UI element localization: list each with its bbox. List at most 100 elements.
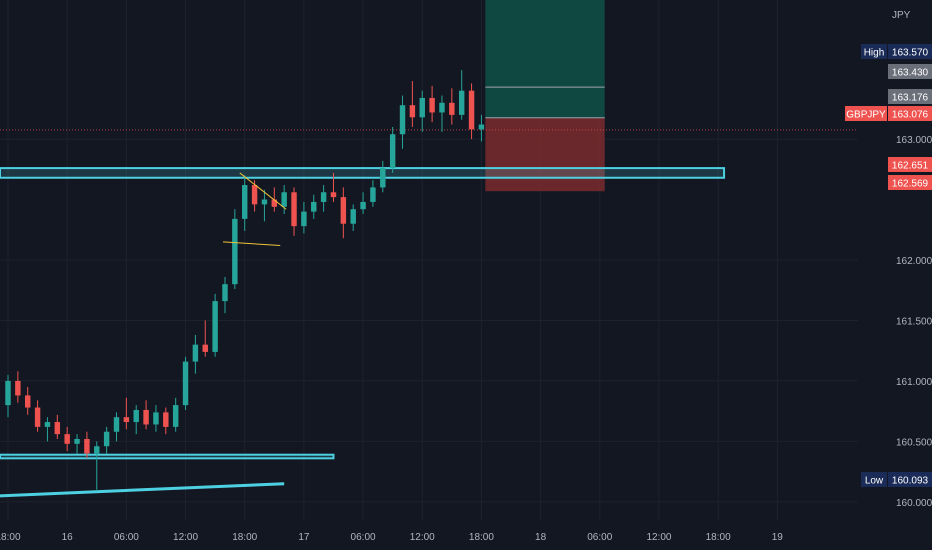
candle-body [172,405,179,427]
x-tick-label: 06:00 [351,532,376,543]
take-profit-area [485,0,605,118]
candle-body [340,197,347,224]
triangle-line-2 [222,241,281,246]
candlestick-series [5,70,485,490]
candle-body [468,90,475,130]
symbol-tag-value: 163.076 [892,110,929,121]
candle-body [429,97,435,113]
candle-body [74,438,80,444]
y-tick-label: 160.500 [896,437,932,448]
target-tag-value: 163.430 [892,68,929,79]
y-tick-label: 163.000 [896,135,932,146]
candle-body [399,105,406,135]
stop-tag-2-value: 162.569 [892,179,929,190]
candle-body [251,185,258,205]
candle-body [242,185,248,219]
stop-tag-2-value-box [888,175,932,190]
candle-body [291,192,297,227]
candle-body [64,434,70,444]
y-tick-label: 162.000 [896,256,932,267]
candle-body [15,380,21,396]
candle-body [153,412,159,425]
candle-body [320,192,327,202]
price-tags: 163.570 High 163.430 163.176 163.076 GBPJPY 16… [845,44,932,487]
x-tick-label: 18:00 [232,532,257,543]
candle-body [350,209,356,224]
y-tick-label: 161.500 [896,316,932,327]
stop-tag-1-value-box [888,157,932,172]
entry-tag-value-box [888,89,932,104]
candle-body [409,105,416,118]
candle-body [25,395,31,408]
symbol-tag-label: GBPJPY [846,110,886,121]
candle-body [311,201,317,212]
x-tick-label: 06:00 [587,532,612,543]
drawing-zones[interactable] [0,167,726,460]
high-tag-value: 163.570 [892,48,929,59]
candle-body [103,431,110,447]
candle-body [360,201,366,210]
candle-body [212,301,218,352]
candle-body [94,446,100,454]
candle-body [261,199,268,205]
x-tick-label: 19 [772,532,784,543]
grid-lines [0,0,858,520]
x-tick-label: 18:00 [706,532,731,543]
candle-body [84,438,90,454]
low-tag-label-box [861,472,887,487]
candle-body [123,417,130,423]
candle-body [54,422,61,435]
x-tick-label: 16 [62,532,74,543]
support-trendline [0,482,285,498]
stop-tag-1-value: 162.651 [892,161,929,172]
candle-body [301,211,307,227]
x-tick-label: 06:00 [114,532,139,543]
currency-label: JPY [892,10,911,21]
candle-body [370,187,376,202]
candle-body [330,192,337,198]
drawing-lines[interactable] [0,172,287,498]
symbol-tag-value-box [888,106,932,121]
time-axis[interactable]: 18:00 16 06:00 12:00 18:00 17 06:00 12:00 18:00 1… [0,532,783,543]
x-tick-label: 18:00 [0,532,21,543]
candle-body [163,412,169,427]
candle-body [192,344,199,362]
candle-body [44,422,51,427]
x-tick-label: 12:00 [410,532,435,543]
candle-body [222,284,228,302]
x-tick-label: 12:00 [646,532,671,543]
stop-loss-area [485,117,605,192]
price-axis[interactable]: JPY 160.000 160.500 161.000 161.500 162.000 1… [892,10,932,509]
support-zone [0,453,335,460]
x-tick-label: 18 [535,532,547,543]
candle-body [5,380,11,406]
resistance-zone [0,167,726,179]
high-tag-value-box [888,44,932,59]
candle-body [271,199,278,207]
x-tick-label: 18:00 [469,532,494,543]
candle-body [478,124,485,130]
candle-body [113,417,120,432]
high-tag-label-box [861,44,887,59]
symbol-tag-label-box [845,106,887,121]
candle-body [380,168,386,188]
candle-body [143,409,149,425]
candle-body [133,409,139,423]
candle-body [281,192,287,207]
candle-body [34,407,41,427]
low-tag-value-box [888,472,932,487]
candle-body [182,361,189,406]
candle-body [232,218,238,285]
candle-body [458,90,465,115]
entry-tag-value: 163.176 [892,93,929,104]
low-tag-value: 160.093 [892,476,929,487]
low-tag-label: Low [865,476,884,487]
long-position-tool[interactable] [0,0,858,192]
candle-body [389,134,396,169]
target-tag-value-box [888,64,932,79]
high-tag-label: High [864,48,885,59]
y-tick-label: 160.000 [896,498,932,509]
candle-body [449,102,455,115]
